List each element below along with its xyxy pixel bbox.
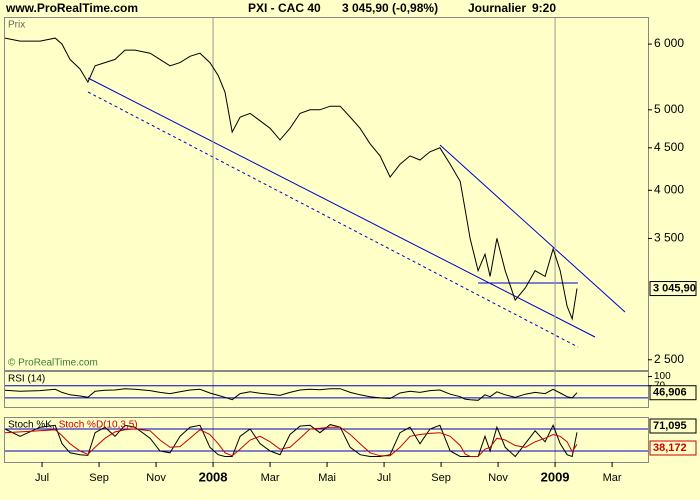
value-box xyxy=(649,418,697,434)
series-line xyxy=(4,388,578,401)
value-box xyxy=(649,385,697,401)
value-label: 3 045,90 xyxy=(653,282,696,294)
x-tick-label: Nov xyxy=(146,472,166,484)
x-tick-label: Mar xyxy=(603,472,622,484)
series-line xyxy=(4,37,578,321)
period: Journalier xyxy=(468,1,526,15)
trend-line xyxy=(439,144,626,313)
site: www.ProRealTime.com xyxy=(5,1,138,15)
value-box xyxy=(649,440,697,456)
x-tick-label: Mar xyxy=(261,472,280,484)
legend-entry: Stoch %D(10,3,5) xyxy=(59,420,138,431)
x-tick-label: Jul xyxy=(377,472,391,484)
y-tick-label: 2 500 xyxy=(654,352,684,366)
quote: 3 045,90 (-0,98%) xyxy=(342,1,438,15)
rsi-panel xyxy=(4,371,649,408)
y-tick-label: 6 000 xyxy=(654,36,684,50)
price-panel xyxy=(4,17,649,371)
series-line xyxy=(4,426,578,457)
value-label: 38,172 xyxy=(653,442,687,454)
value-label: 46,906 xyxy=(653,387,687,399)
panel-label: Prix xyxy=(8,20,25,31)
instrument: PXI - CAC 40 xyxy=(248,1,321,15)
stoch-panel xyxy=(4,417,649,463)
x-tick-label: Sep xyxy=(89,472,109,484)
x-tick-label: Sep xyxy=(431,472,451,484)
x-tick-label: Mai xyxy=(318,472,336,484)
y-tick-label: 4 000 xyxy=(654,182,684,196)
y-tick-label: 4 500 xyxy=(654,140,684,154)
trend-line xyxy=(87,77,596,338)
legend-entry: Stoch %K, xyxy=(8,420,55,431)
x-tick-label: Nov xyxy=(488,472,508,484)
time: 9:20 xyxy=(532,1,556,15)
value-box xyxy=(649,281,697,297)
y-tick-label: 3 500 xyxy=(654,231,684,245)
x-tick-label: 2009 xyxy=(541,469,570,484)
value-label: 71,095 xyxy=(653,420,687,432)
y-tick-label: 5 000 xyxy=(654,102,684,116)
panel-title: RSI (14) xyxy=(8,374,45,385)
trend-line-dashed xyxy=(87,91,579,348)
x-tick-label: 2008 xyxy=(199,469,228,484)
y-tick-label: 100 xyxy=(654,371,671,382)
copyright: © ProRealTime.com xyxy=(8,358,98,369)
x-tick-label: Jul xyxy=(35,472,49,484)
